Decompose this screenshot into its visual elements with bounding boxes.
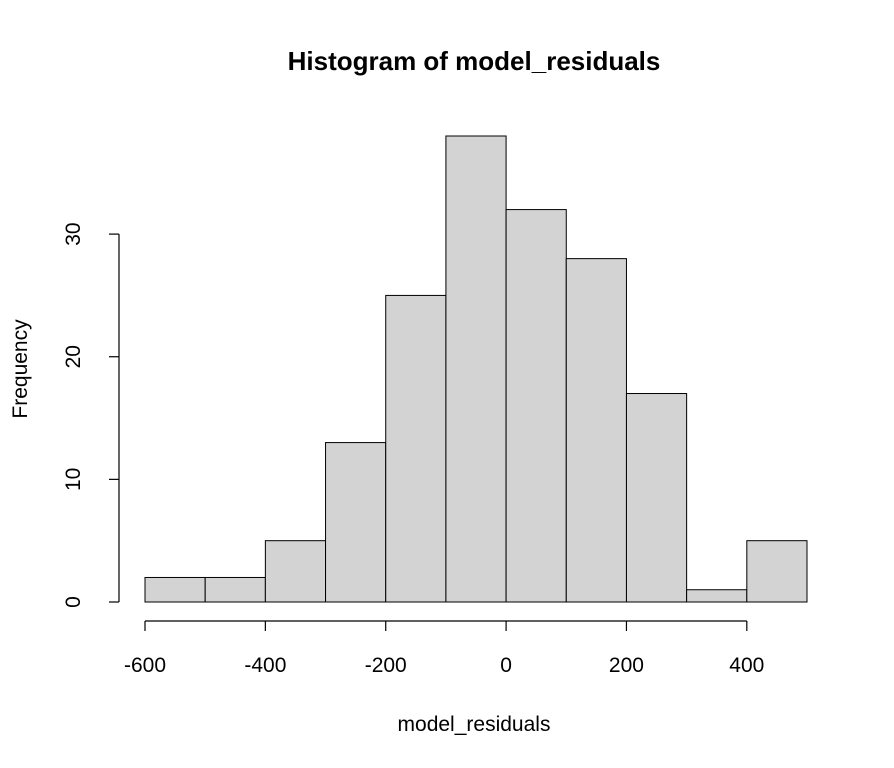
y-tick-label: 20 bbox=[62, 345, 85, 368]
histogram-bar bbox=[445, 135, 507, 603]
x-tick-label: 0 bbox=[500, 654, 512, 677]
x-axis-label: model_residuals bbox=[398, 713, 551, 736]
x-tick-label: -600 bbox=[124, 654, 166, 677]
x-axis: -600 -400 -200 0 200 400 bbox=[124, 620, 764, 677]
x-tick-label: -400 bbox=[244, 654, 286, 677]
y-axis-label: Frequency bbox=[9, 319, 32, 419]
histogram-bar bbox=[565, 258, 627, 603]
y-tick-label: 30 bbox=[62, 222, 85, 245]
histogram-bar bbox=[746, 540, 808, 603]
x-tick-label: 400 bbox=[729, 654, 764, 677]
histogram-bar bbox=[686, 589, 748, 603]
histogram-bar bbox=[385, 294, 447, 603]
histogram-bar bbox=[264, 540, 327, 603]
x-tick-label: 200 bbox=[609, 654, 644, 677]
histogram-bar bbox=[204, 576, 266, 603]
chart-title: Histogram of model_residuals bbox=[288, 46, 661, 76]
histogram-bar bbox=[505, 209, 567, 603]
x-tick-label: -200 bbox=[365, 654, 407, 677]
histogram-bar bbox=[325, 442, 387, 603]
bars-layer bbox=[144, 135, 808, 603]
y-axis: 0 10 20 30 bbox=[62, 222, 120, 608]
histogram-bar bbox=[144, 576, 206, 603]
y-tick-label: 10 bbox=[62, 468, 85, 491]
histogram-bar bbox=[625, 393, 688, 603]
y-tick-label: 0 bbox=[62, 596, 85, 608]
